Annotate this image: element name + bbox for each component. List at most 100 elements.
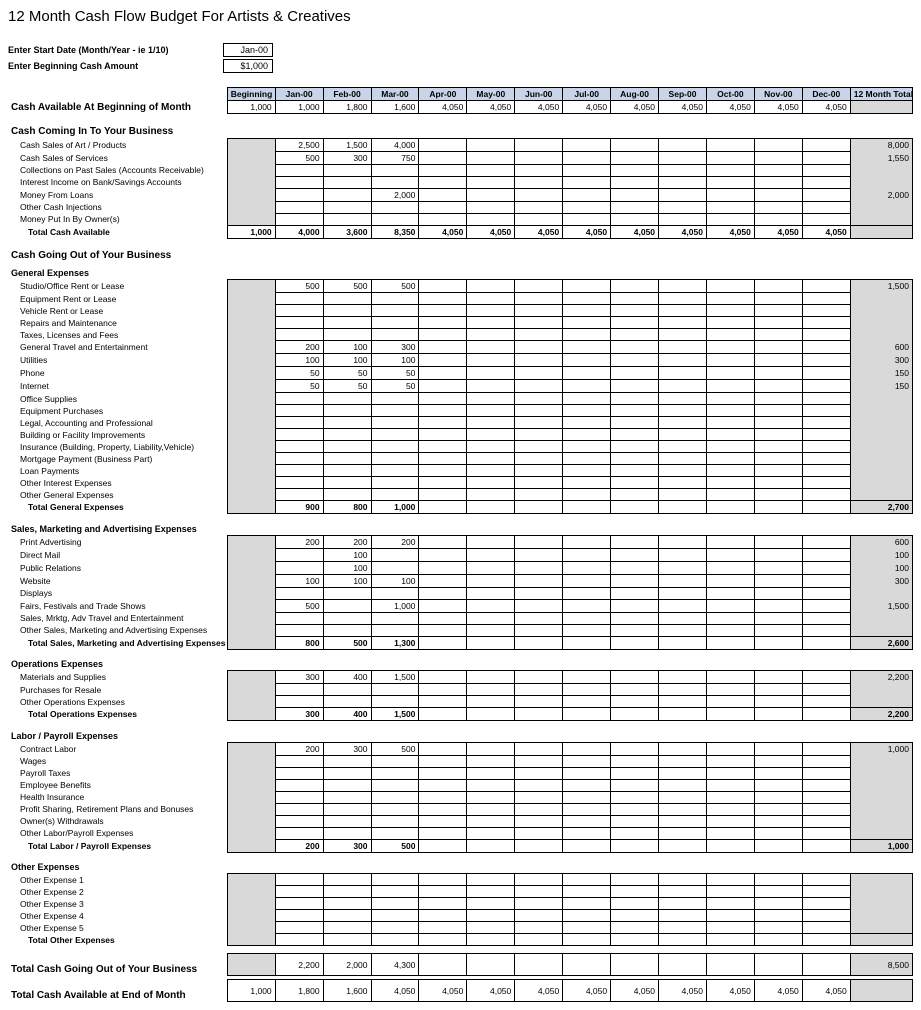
cell[interactable]: [323, 201, 371, 213]
cell[interactable]: [515, 742, 563, 755]
cell[interactable]: [563, 305, 611, 317]
cell[interactable]: [563, 354, 611, 367]
cell[interactable]: [659, 755, 707, 767]
cell[interactable]: [323, 441, 371, 453]
cell[interactable]: [419, 874, 467, 886]
cell[interactable]: [563, 188, 611, 201]
cell[interactable]: [467, 477, 515, 489]
cell[interactable]: 1,000: [371, 599, 419, 612]
cell[interactable]: [515, 201, 563, 213]
cell[interactable]: [275, 201, 323, 213]
cell[interactable]: [754, 742, 802, 755]
cell[interactable]: [563, 624, 611, 636]
cell[interactable]: [323, 874, 371, 886]
cell[interactable]: [323, 791, 371, 803]
cell[interactable]: [467, 671, 515, 684]
cell[interactable]: [419, 164, 467, 176]
cell[interactable]: [802, 354, 850, 367]
cell[interactable]: [802, 624, 850, 636]
cell[interactable]: [802, 886, 850, 898]
cell[interactable]: [515, 489, 563, 501]
cell[interactable]: [706, 803, 754, 815]
cell[interactable]: [754, 380, 802, 393]
cell[interactable]: [802, 317, 850, 329]
cell[interactable]: [515, 624, 563, 636]
cell[interactable]: [611, 922, 659, 934]
cell[interactable]: [467, 922, 515, 934]
cell[interactable]: [275, 453, 323, 465]
cell[interactable]: [371, 874, 419, 886]
cell[interactable]: [706, 429, 754, 441]
cell[interactable]: [275, 612, 323, 624]
cell[interactable]: [659, 280, 707, 293]
cell[interactable]: [515, 755, 563, 767]
cell[interactable]: [419, 755, 467, 767]
cell[interactable]: [802, 188, 850, 201]
cell[interactable]: [323, 164, 371, 176]
cell[interactable]: [515, 429, 563, 441]
cell[interactable]: [611, 696, 659, 708]
cell[interactable]: [371, 489, 419, 501]
cell[interactable]: [802, 393, 850, 405]
cell[interactable]: [515, 367, 563, 380]
cell[interactable]: [419, 767, 467, 779]
cell[interactable]: [563, 898, 611, 910]
cell[interactable]: [323, 827, 371, 839]
cell[interactable]: [659, 453, 707, 465]
cell[interactable]: [611, 561, 659, 574]
cell[interactable]: [515, 164, 563, 176]
cell[interactable]: [611, 317, 659, 329]
cell[interactable]: [659, 429, 707, 441]
cell[interactable]: [659, 305, 707, 317]
cell[interactable]: [467, 465, 515, 477]
cell[interactable]: [467, 305, 515, 317]
cell[interactable]: [275, 874, 323, 886]
cell[interactable]: 500: [275, 151, 323, 164]
cell[interactable]: [611, 742, 659, 755]
cell[interactable]: [563, 213, 611, 225]
cell[interactable]: [754, 188, 802, 201]
cell[interactable]: [275, 305, 323, 317]
cell[interactable]: [371, 910, 419, 922]
cell[interactable]: [419, 612, 467, 624]
cell[interactable]: [659, 535, 707, 548]
cell[interactable]: 200: [275, 341, 323, 354]
cell[interactable]: [467, 561, 515, 574]
cell[interactable]: [275, 922, 323, 934]
cell[interactable]: [563, 535, 611, 548]
cell[interactable]: [563, 164, 611, 176]
cell[interactable]: [467, 535, 515, 548]
cell[interactable]: [563, 696, 611, 708]
cell[interactable]: [467, 151, 515, 164]
cell[interactable]: [323, 453, 371, 465]
cell[interactable]: [754, 561, 802, 574]
cell[interactable]: [802, 696, 850, 708]
cell[interactable]: [419, 684, 467, 696]
cell[interactable]: [419, 393, 467, 405]
cell[interactable]: [611, 574, 659, 587]
cell[interactable]: [563, 910, 611, 922]
begin-cash-input[interactable]: $1,000: [223, 59, 273, 73]
cell[interactable]: [659, 684, 707, 696]
cell[interactable]: [611, 405, 659, 417]
cell[interactable]: [802, 176, 850, 188]
cell[interactable]: [515, 574, 563, 587]
cell[interactable]: [371, 587, 419, 599]
cell[interactable]: [706, 380, 754, 393]
cell[interactable]: [802, 441, 850, 453]
cell[interactable]: [323, 898, 371, 910]
cell[interactable]: [515, 453, 563, 465]
cell[interactable]: [563, 477, 611, 489]
cell[interactable]: [754, 599, 802, 612]
cell[interactable]: [754, 612, 802, 624]
cell[interactable]: [275, 791, 323, 803]
cell[interactable]: [706, 280, 754, 293]
cell[interactable]: [563, 293, 611, 305]
cell[interactable]: [802, 684, 850, 696]
cell[interactable]: [706, 535, 754, 548]
cell[interactable]: [563, 138, 611, 151]
cell[interactable]: [659, 803, 707, 815]
cell[interactable]: [419, 317, 467, 329]
cell[interactable]: [371, 164, 419, 176]
cell[interactable]: [659, 317, 707, 329]
